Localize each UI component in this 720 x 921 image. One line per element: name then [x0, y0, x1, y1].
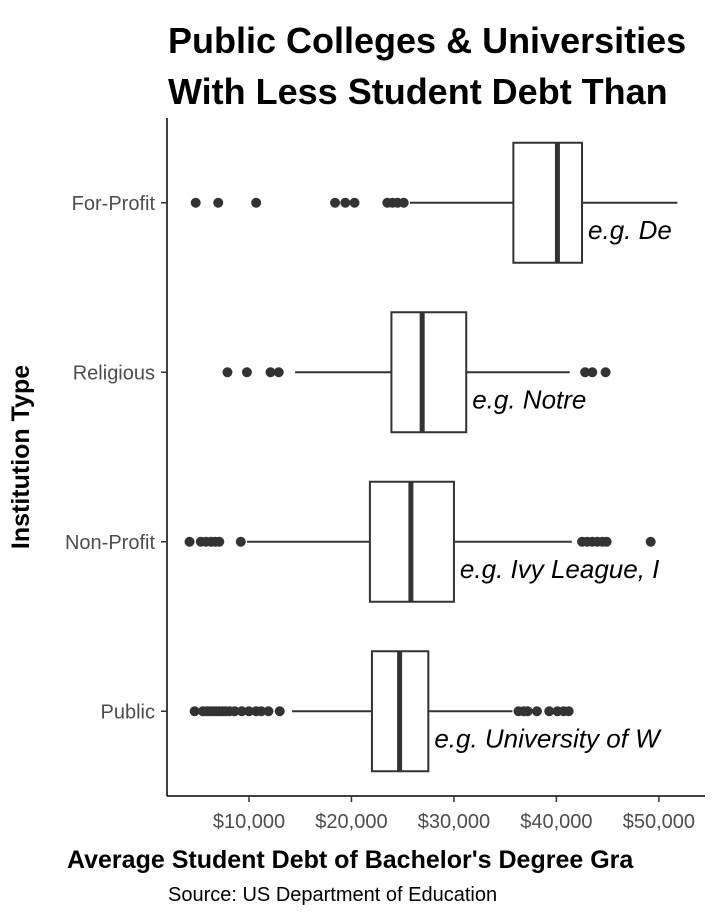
box-group-non-profit: e.g. Ivy League, I	[184, 480, 659, 603]
x-axis-ticks: $10,000 $20,000 $30,000 $40,000 $50,000	[213, 796, 695, 833]
outlier-point-for-profit	[349, 197, 360, 208]
outlier-point-religious	[273, 367, 284, 378]
outlier-point-for-profit	[251, 197, 262, 208]
outlier-point-public	[544, 706, 555, 717]
outlier-point-religious	[587, 367, 598, 378]
box-group-for-profit: e.g. De	[190, 141, 678, 264]
outlier-point-religious	[600, 367, 611, 378]
y-axis-ticks: Public Non-Profit Religious For-Profit	[65, 193, 167, 723]
outlier-point-public	[243, 706, 254, 717]
outlier-point-non-profit	[645, 536, 656, 547]
outlier-point-public	[531, 706, 542, 717]
y-axis-title: Institution Type	[7, 365, 35, 549]
outlier-point-public	[256, 706, 267, 717]
annotation-public: e.g. University of W	[434, 723, 662, 753]
x-tick-label: $50,000	[623, 811, 695, 833]
box-religious	[390, 311, 468, 434]
box-for-profit	[512, 141, 584, 264]
annotation-non-profit: e.g. Ivy League, I	[460, 554, 659, 584]
outlier-point-religious	[241, 367, 252, 378]
y-tick-label: Non-Profit	[65, 532, 155, 554]
outlier-point-non-profit	[184, 536, 195, 547]
annotation-religious: e.g. Notre	[472, 384, 586, 414]
x-axis-title: Average Student Debt of Bachelor's Degre…	[67, 846, 634, 874]
outlier-point-public	[229, 706, 240, 717]
outlier-point-religious	[580, 367, 591, 378]
y-tick-label: Public	[101, 701, 155, 723]
outlier-point-for-profit	[330, 197, 341, 208]
x-tick-label: $30,000	[418, 811, 490, 833]
outlier-point-for-profit	[190, 197, 201, 208]
y-tick-label: For-Profit	[72, 193, 156, 215]
annotation-for-profit: e.g. De	[588, 215, 672, 245]
outlier-point-public	[263, 706, 274, 717]
outlier-point-for-profit	[213, 197, 224, 208]
outlier-point-public	[236, 706, 247, 717]
outlier-point-religious	[222, 367, 233, 378]
x-tick-label: $10,000	[213, 811, 285, 833]
x-tick-label: $40,000	[520, 811, 592, 833]
box-group-public: e.g. University of W	[189, 650, 662, 773]
outlier-point-for-profit	[398, 197, 409, 208]
y-tick-label: Religious	[73, 362, 155, 384]
box-group-religious: e.g. Notre	[222, 311, 611, 434]
outlier-point-public	[274, 706, 285, 717]
outlier-point-religious	[265, 367, 276, 378]
outlier-point-public	[522, 706, 533, 717]
chart-title-line-1: Public Colleges & Universities	[168, 20, 686, 61]
x-tick-label: $20,000	[315, 811, 387, 833]
outlier-point-non-profit	[214, 536, 225, 547]
outlier-point-non-profit	[235, 536, 246, 547]
outlier-point-public	[189, 706, 200, 717]
plot-area: e.g. University of W e.g. Ivy League, I e.…	[184, 141, 678, 773]
chart-title-line-2: With Less Student Debt Than	[168, 71, 668, 112]
source-note: Source: US Department of Education	[168, 884, 497, 906]
outlier-point-for-profit	[340, 197, 351, 208]
outlier-point-non-profit	[601, 536, 612, 547]
outlier-point-public	[563, 706, 574, 717]
